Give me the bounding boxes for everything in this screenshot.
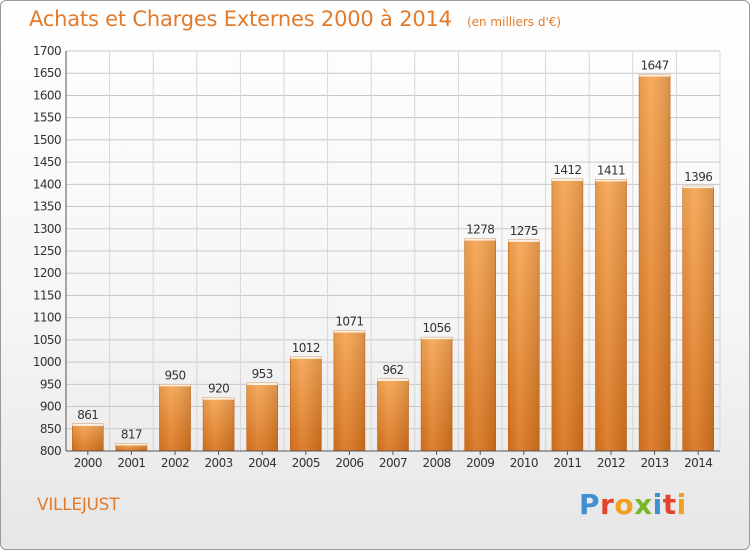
data-label: 1412 [553, 163, 581, 177]
data-label: 953 [252, 367, 273, 381]
bar-top-highlight [115, 443, 147, 446]
bar-shading [115, 443, 147, 451]
y-tick-label: 1650 [33, 66, 61, 80]
logo-letter: o [614, 488, 635, 521]
bar-top-highlight [333, 330, 365, 333]
x-tick-label: 2008 [423, 456, 451, 470]
bar-top-highlight [682, 186, 714, 189]
data-label: 1396 [684, 170, 712, 184]
logo-letter: r [600, 488, 615, 521]
y-tick-label: 1400 [33, 177, 61, 191]
y-tick-label: 1050 [33, 333, 61, 347]
x-tick-label: 2010 [510, 456, 538, 470]
data-label: 1411 [597, 163, 625, 177]
chart-title: Achats et Charges Externes 2000 à 2014 [29, 7, 452, 31]
y-tick-label: 850 [40, 422, 61, 436]
title-block: Achats et Charges Externes 2000 à 2014 (… [29, 7, 561, 31]
x-tick-label: 2003 [205, 456, 233, 470]
bar-shading [72, 423, 104, 451]
bar-top-highlight [246, 383, 278, 385]
data-label: 1278 [466, 223, 494, 237]
logo-letter: t [662, 488, 677, 521]
bar-shading [290, 356, 322, 451]
bars [72, 74, 715, 452]
bar-shading [333, 330, 365, 451]
bar-top-highlight [551, 179, 583, 181]
bar-top-highlight [639, 74, 671, 77]
bar-top-highlight [290, 356, 322, 359]
data-label: 920 [208, 382, 229, 396]
y-tick-label: 950 [40, 377, 61, 391]
y-tick-label: 1300 [33, 222, 61, 236]
data-label: 962 [382, 363, 403, 377]
bar-shading [551, 179, 583, 451]
y-tick-label: 1200 [33, 266, 61, 280]
y-tick-label: 1450 [33, 155, 61, 169]
logo-letter: i [676, 488, 687, 521]
x-tick-label: 2012 [597, 456, 625, 470]
x-tick-label: 2013 [641, 456, 669, 470]
logo-letter: x [634, 488, 653, 521]
y-tick-label: 1600 [33, 88, 61, 102]
bar-shading [246, 383, 278, 451]
x-tick-label: 2014 [684, 456, 712, 470]
data-label: 817 [121, 427, 142, 441]
data-label: 1012 [292, 341, 320, 355]
logo-letter: i [652, 488, 663, 521]
bar-shading [508, 239, 540, 451]
x-tick-label: 2004 [248, 456, 276, 470]
proxiti-logo: Proxiti [579, 488, 687, 521]
axes: 800 850 900 950 1000 1050 1100 1150 1200 1250 1300… [33, 44, 720, 470]
bar-top-highlight [72, 423, 104, 426]
y-tick-label: 1150 [33, 288, 61, 302]
x-tick-label: 2002 [161, 456, 189, 470]
chart-subtitle: (en milliers d'€) [466, 15, 562, 29]
y-tick-label: 800 [40, 444, 61, 458]
bar-top-highlight [508, 239, 540, 242]
y-tick-label: 1350 [33, 200, 61, 214]
x-tick-label: 2011 [553, 456, 581, 470]
data-label: 1647 [641, 59, 669, 73]
bar-top-highlight [595, 179, 627, 182]
bar-shading [595, 179, 627, 451]
bar-top-highlight [203, 397, 235, 400]
bar-shading [639, 74, 671, 452]
data-label: 950 [164, 368, 185, 382]
y-tick-label: 1500 [33, 133, 61, 147]
x-tick-label: 2007 [379, 456, 407, 470]
bar-shading [377, 379, 409, 451]
bar-top-highlight [421, 337, 453, 340]
logo-letter: P [579, 488, 601, 521]
y-tick-label: 1000 [33, 355, 61, 369]
x-tick-label: 2001 [117, 456, 145, 470]
bar-shading [682, 186, 714, 451]
data-label: 1071 [335, 315, 363, 329]
x-tick-label: 2009 [466, 456, 494, 470]
x-tick-label: 2006 [335, 456, 363, 470]
bar-shading [159, 384, 191, 451]
y-tick-label: 1700 [33, 44, 61, 58]
bar-top-highlight [159, 384, 191, 387]
x-tick-label: 2000 [74, 456, 102, 470]
bar-shading [464, 238, 496, 451]
y-tick-label: 1100 [33, 311, 61, 325]
bar-top-highlight [464, 238, 496, 241]
y-tick-label: 900 [40, 400, 61, 414]
x-tick-label: 2005 [292, 456, 320, 470]
bar-shading [203, 397, 235, 451]
y-tick-label: 1250 [33, 244, 61, 258]
data-label: 1275 [510, 224, 538, 238]
town-name: VILLEJUST [37, 495, 120, 515]
y-tick-label: 1550 [33, 111, 61, 125]
data-label: 861 [77, 408, 98, 422]
data-label: 1056 [423, 321, 451, 335]
bar-shading [421, 337, 453, 451]
bar-top-highlight [377, 379, 409, 381]
